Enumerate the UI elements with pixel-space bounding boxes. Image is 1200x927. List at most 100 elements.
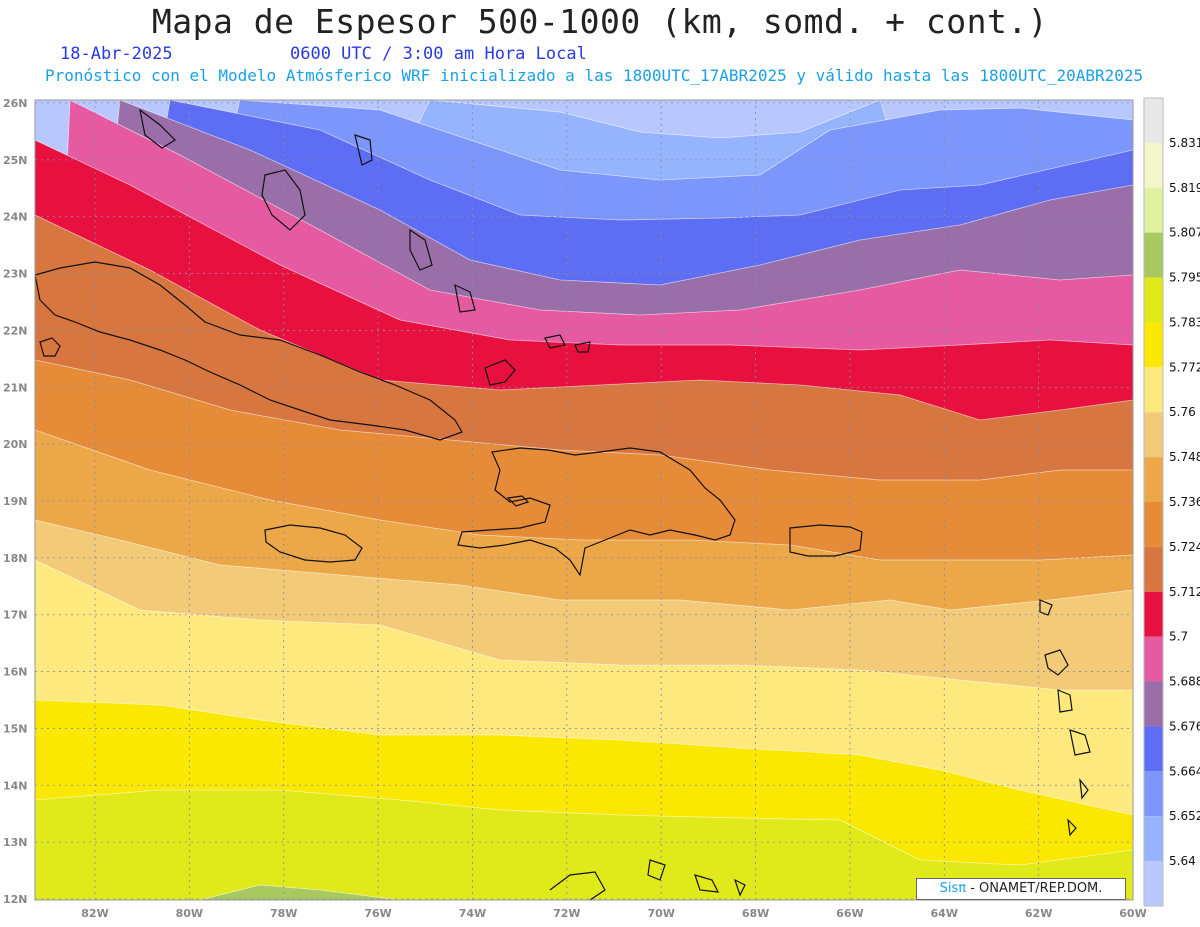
colorbar-label: 5.688 xyxy=(1169,675,1200,689)
bahama-island-4 xyxy=(484,359,516,386)
colorbar xyxy=(1143,97,1164,907)
colorbar-label: 5.676 xyxy=(1169,719,1200,733)
jamaica-outline xyxy=(264,524,363,563)
colorbar-label: 5.831 xyxy=(1169,136,1200,150)
colorbar-segment xyxy=(1144,457,1163,502)
model-info-line: Pronóstico con el Modelo Atmósferico WRF… xyxy=(45,66,1144,85)
isla-juventud-outline xyxy=(39,337,61,357)
south-coast-2 xyxy=(647,859,666,881)
latitude-label: 25N xyxy=(3,154,28,167)
thickness-band xyxy=(35,789,1133,900)
longitude-label: 64W xyxy=(931,907,958,920)
longitude-label: 66W xyxy=(836,907,863,920)
latitude-label: 18N xyxy=(3,552,28,565)
colorbar-label: 5.736 xyxy=(1169,495,1200,509)
cuba-outline xyxy=(35,261,463,441)
colorbar-segment xyxy=(1144,591,1163,637)
colorbar-segment xyxy=(1144,771,1163,817)
colorbar-segment xyxy=(1144,98,1163,143)
south-coast-4 xyxy=(733,878,746,897)
colorbar-segment xyxy=(1144,367,1163,413)
colorbar-segment xyxy=(1144,187,1163,233)
colorbar-label: 5.64 xyxy=(1169,854,1196,868)
colorbar-label: 5.76 xyxy=(1169,405,1196,419)
hispaniola-outline xyxy=(457,447,736,577)
latitude-label: 14N xyxy=(3,779,28,792)
south-coast-3 xyxy=(694,874,720,893)
grand-bahama-outline xyxy=(139,108,176,149)
colorbar-label: 5.724 xyxy=(1169,540,1200,554)
colorbar-label: 5.772 xyxy=(1169,360,1200,374)
thickness-band xyxy=(199,884,401,900)
longitude-label: 60W xyxy=(1119,907,1146,920)
latitude-label: 13N xyxy=(3,836,28,849)
colorbar-segment xyxy=(1144,277,1163,323)
thickness-bands xyxy=(35,100,1133,900)
valid-time: 0600 UTC / 3:00 am Hora Local xyxy=(290,44,587,64)
bahama-island-2 xyxy=(409,228,433,271)
colorbar-segment xyxy=(1144,322,1163,368)
longitude-label: 62W xyxy=(1025,907,1052,920)
colorbar-label: 5.783 xyxy=(1169,315,1200,329)
latitude-label: 19N xyxy=(3,495,28,508)
credit-box: Sisπ - ONAMET/REP.DOM. xyxy=(916,878,1126,900)
colorbar-label: 5.712 xyxy=(1169,585,1200,599)
longitude-labels: 82W 80W 78W 76W 74W 72W 70W 68W 66W 64W 62W 60W xyxy=(81,907,1146,920)
colorbar-segment xyxy=(1144,861,1163,906)
colorbar-label: 5.7 xyxy=(1169,630,1188,644)
lesser-antilles-1 xyxy=(1044,649,1069,676)
lesser-antilles-3 xyxy=(1069,729,1091,756)
colorbar-segment xyxy=(1144,546,1163,592)
longitude-label: 72W xyxy=(553,907,580,920)
andros-outline xyxy=(261,169,306,231)
colorbar-labels: 5.831 5.819 5.807 5.795 5.783 5.772 5.76 5.748 5… xyxy=(1169,136,1200,868)
lesser-antilles-5 xyxy=(1079,778,1089,800)
latitude-label: 17N xyxy=(3,609,28,622)
colorbar-segment xyxy=(1144,502,1163,547)
colorbar-label: 5.748 xyxy=(1169,450,1200,464)
colorbar-label: 5.795 xyxy=(1169,271,1200,285)
latitude-label: 23N xyxy=(3,268,28,281)
lesser-antilles-4 xyxy=(1039,599,1053,616)
longitude-label: 80W xyxy=(176,907,203,920)
latitude-label: 26N xyxy=(3,97,28,110)
colorbar-label: 5.652 xyxy=(1169,809,1200,823)
lesser-antilles-2 xyxy=(1057,689,1073,713)
map-title: Mapa de Espesor 500-1000 (km, somd. + co… xyxy=(151,2,1049,41)
turks-caicos-outline xyxy=(574,341,591,353)
credit-brand: Sisπ xyxy=(939,881,967,896)
latitude-label: 24N xyxy=(3,211,28,224)
longitude-label: 70W xyxy=(647,907,674,920)
bahama-island-3 xyxy=(454,283,476,313)
longitude-label: 74W xyxy=(459,907,486,920)
colorbar-segment xyxy=(1144,412,1163,458)
bahama-island-1 xyxy=(354,134,373,166)
graticule xyxy=(35,100,1133,900)
colorbar-segment xyxy=(1144,232,1163,278)
colorbar-label: 5.807 xyxy=(1169,226,1200,240)
latitude-label: 12N xyxy=(3,893,28,906)
latitude-label: 21N xyxy=(3,381,28,394)
longitude-label: 76W xyxy=(364,907,391,920)
longitude-label: 82W xyxy=(81,907,108,920)
colorbar-segment xyxy=(1144,726,1163,772)
latitude-label: 22N xyxy=(3,324,28,337)
gonave-outline xyxy=(506,495,530,507)
map-frame xyxy=(34,99,1134,901)
forecast-date: 18-Abr-2025 xyxy=(60,44,173,64)
colorbar-segment xyxy=(1144,636,1163,682)
latitude-label: 15N xyxy=(3,722,28,735)
latitude-labels: 26N 25N 24N 23N 22N 21N 20N 19N 18N 17N 16N 15N 14N 1… xyxy=(3,97,28,906)
latitude-label: 16N xyxy=(3,666,28,679)
colorbar-label: 5.819 xyxy=(1169,181,1200,195)
colorbar-label: 5.664 xyxy=(1169,764,1200,778)
longitude-label: 78W xyxy=(270,907,297,920)
colorbar-segment xyxy=(1144,816,1163,862)
latitude-label: 20N xyxy=(3,438,28,451)
coastlines xyxy=(35,108,1091,900)
colorbar-segment xyxy=(1144,142,1163,188)
puerto-rico-outline xyxy=(789,524,863,557)
colorbar-segment xyxy=(1144,681,1163,727)
credit-text: - ONAMET/REP.DOM. xyxy=(966,881,1103,896)
